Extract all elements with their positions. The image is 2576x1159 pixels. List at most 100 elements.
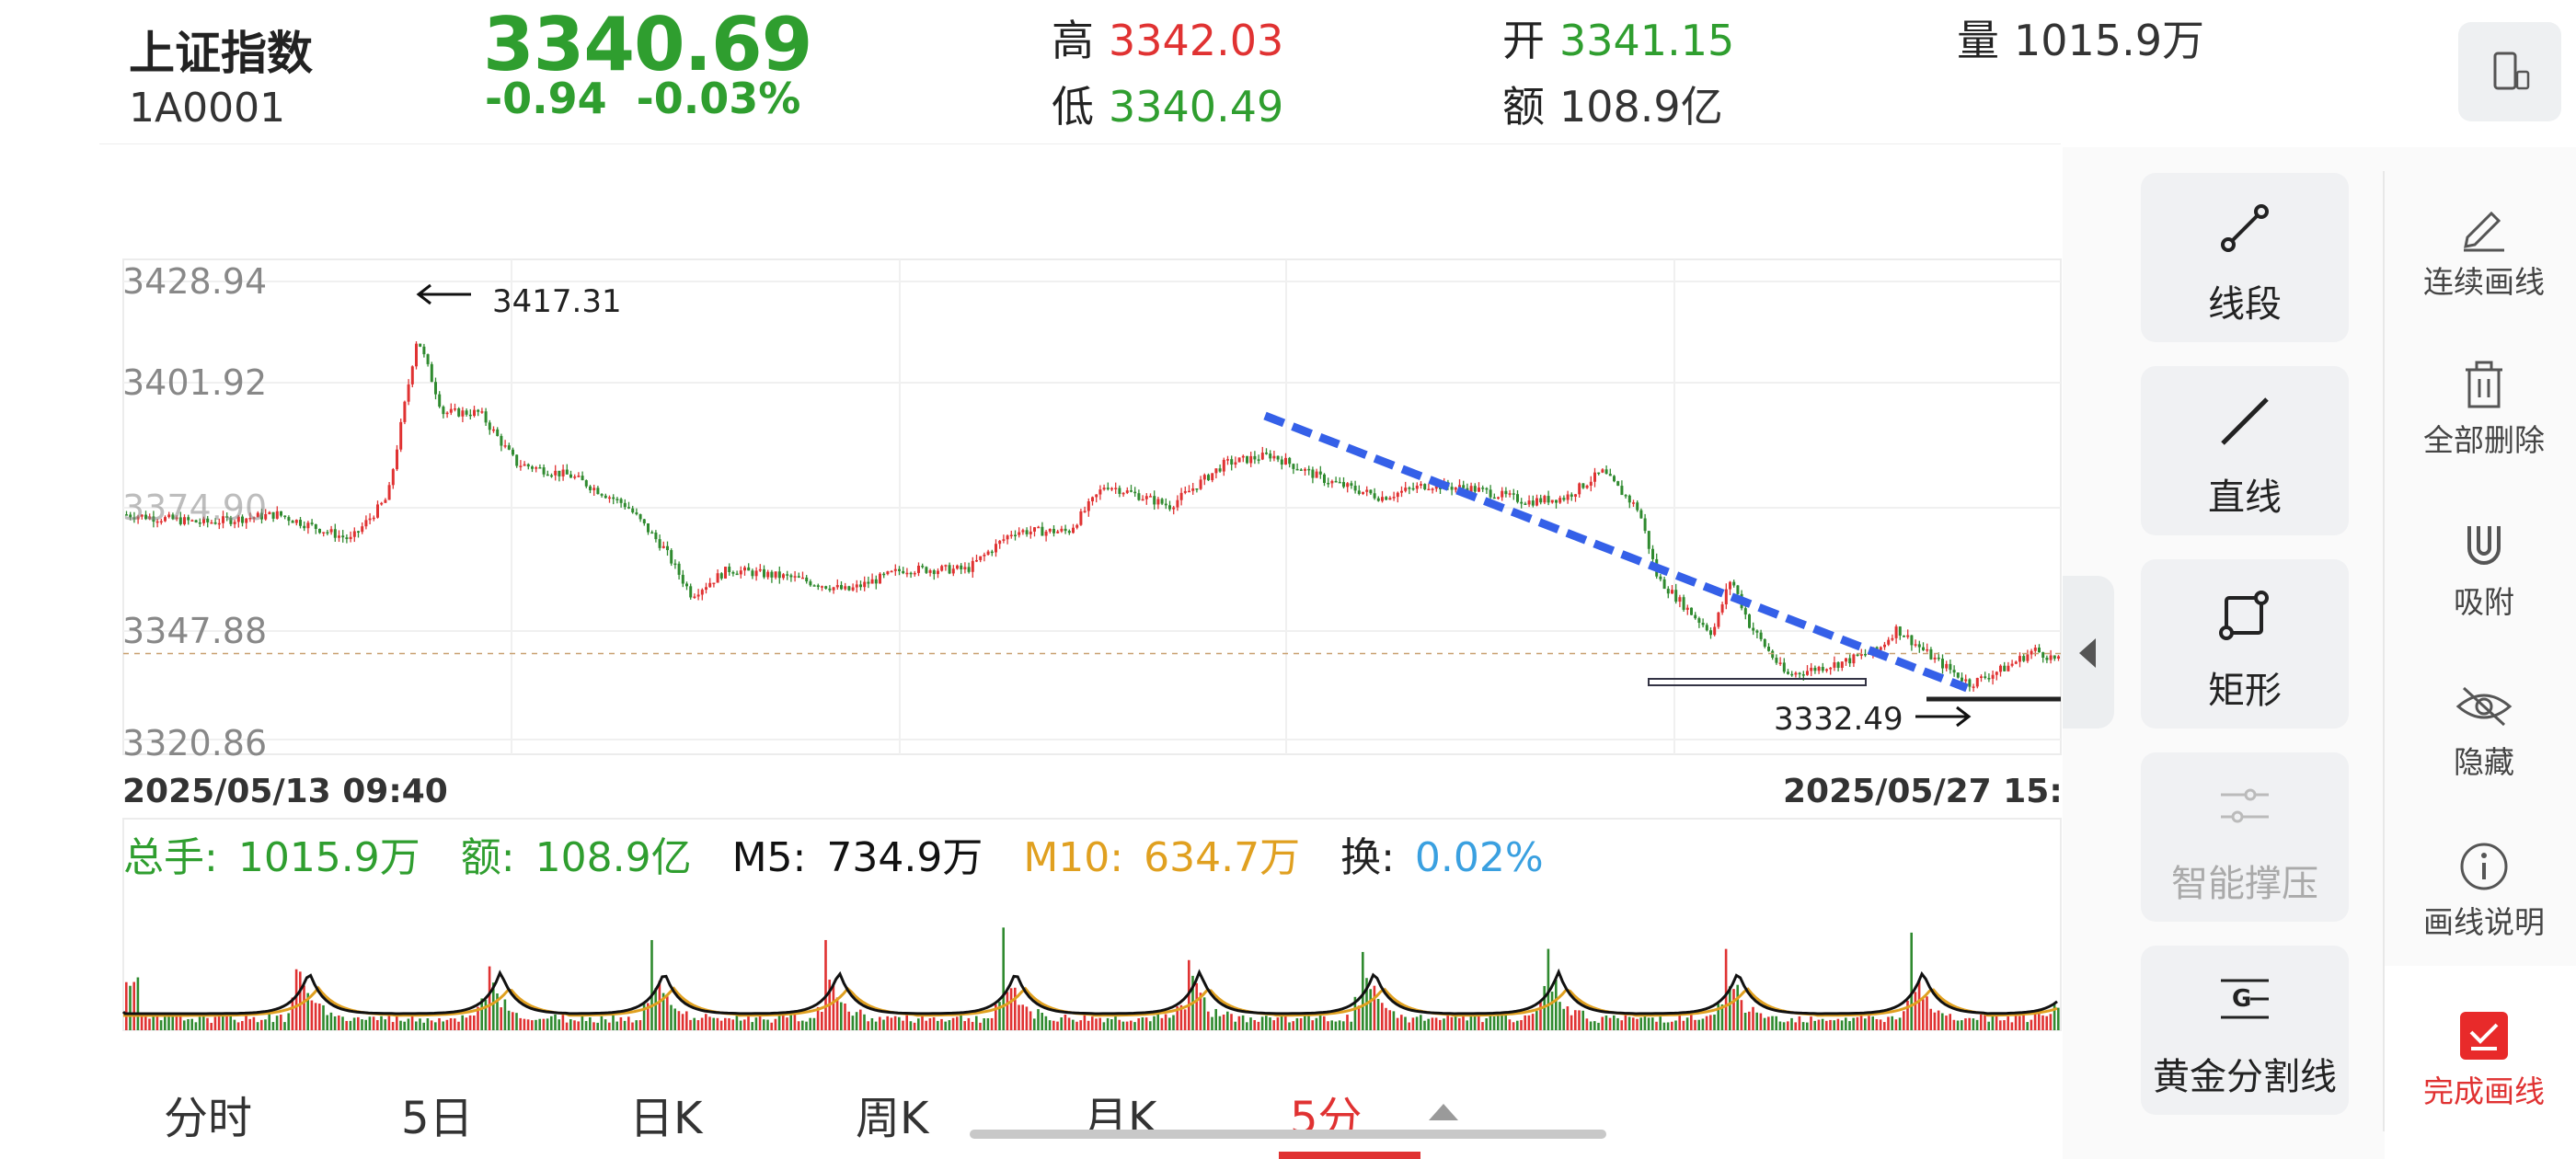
tab-daily-k[interactable]: 日K [629,1093,703,1144]
volume-bar [542,1018,546,1030]
action-info[interactable]: 画线说明 [2392,841,2576,942]
candle [1821,667,1824,671]
volume-bar [1327,1021,1329,1030]
candle [1064,528,1067,532]
tool-rectangle[interactable]: 矩形 [2141,559,2349,729]
volume-bar [689,1019,692,1030]
volume-bar [909,1021,913,1030]
volume-bar [2049,1014,2053,1030]
volume-bar [1593,1021,1596,1030]
volume-bar [1130,1020,1133,1030]
action-magnet[interactable]: 吸附 [2392,521,2576,622]
candle [569,474,572,478]
action-continuous-draw[interactable]: 连续画线 [2392,201,2576,302]
volume-bar [1396,1017,1399,1030]
tab-scrollbar[interactable] [970,1130,1606,1139]
candle [1968,679,1972,687]
volume-bar [1292,1021,1294,1030]
candle [438,394,442,407]
panel-collapse-button[interactable] [2063,576,2114,729]
volume-bar [1481,1022,1484,1030]
candle [229,517,233,524]
volume-bar [2010,1022,2014,1030]
volume-bar [1697,1019,1700,1030]
volume-bar [1604,1016,1608,1030]
action-label: 隐藏 [2454,744,2514,780]
candle [1524,503,1527,505]
tab-weekly-k[interactable]: 周K [856,1093,929,1144]
candle [1369,489,1373,494]
action-label: 完成画线 [2423,1073,2545,1109]
vol-amount: 额: 108.9亿 [460,834,692,881]
volume-bar [1558,1002,1561,1030]
volume-bar [2057,1007,2060,1030]
candle [754,570,758,577]
action-delete-all[interactable]: 全部删除 [2392,359,2576,460]
candle [333,529,337,538]
action-finish[interactable]: 完成画线 [2392,1010,2576,1111]
candle [1636,502,1639,511]
volume-bar [2033,1014,2037,1030]
volume-bar [1497,1015,1500,1030]
volume-bar [1995,1015,1998,1030]
info-icon [2460,843,2508,890]
volume-bar [1987,1021,1990,1030]
candle [1651,548,1654,559]
candle [689,586,693,598]
volume-bar [1044,1016,1048,1030]
tool-straight-line[interactable]: 直线 [2141,366,2349,535]
candle [287,517,291,522]
candle [1570,494,1573,497]
action-hide[interactable]: 隐藏 [2392,681,2576,782]
volume-bar [696,1020,700,1030]
candle [1647,531,1650,549]
low-value: 3340.49 [1109,82,1284,132]
volume-bar [874,1021,878,1030]
volume-bar [600,1016,604,1030]
volume-bar [449,1018,453,1030]
volume-bar [1492,1016,1496,1030]
volume-bar [724,1017,727,1030]
volume-bar [1627,1016,1631,1030]
volume-bar [1388,1010,1391,1030]
support-line-left[interactable] [1648,678,1867,686]
tool-label: 黄金分割线 [2153,1056,2337,1098]
volume-bar [1674,1020,1677,1030]
tab-5day[interactable]: 5日 [401,1093,474,1144]
volume-bar [705,1014,707,1030]
candle [1041,526,1044,536]
candle [608,497,611,499]
volume-bar [681,1014,684,1030]
volume-bar [1755,1012,1758,1030]
kline-chart[interactable] [0,0,2063,1049]
tab-expand-icon[interactable] [1429,1104,1458,1120]
candle [1411,488,1415,490]
candle [1249,455,1253,464]
candle [2033,648,2037,651]
candle [700,590,704,595]
volume-bar [592,1022,595,1030]
tab-intraday[interactable]: 分时 [164,1093,253,1144]
volume-bar [1295,1017,1299,1030]
golden-ratio-icon: G [2221,979,2269,1019]
volume-bar [1323,1016,1326,1030]
volume-bar [948,1020,951,1030]
trend-line[interactable] [1263,411,1969,693]
volume-bar [1260,1016,1264,1030]
volume-bar [1207,1011,1210,1030]
candle [2026,654,2030,661]
volume-bar [519,1017,522,1030]
orientation-button[interactable] [2458,22,2561,121]
candle [519,465,523,467]
volume-bar [1110,1019,1113,1030]
volume-bar [387,1015,391,1030]
volume-info: 总手: 1015.9万 额: 108.9亿 M5: 734.9万 M10: 634.7万 换: 0… [123,824,1584,883]
volume-bar [1362,951,1364,1030]
candle [735,573,739,576]
tool-golden-ratio[interactable]: G 黄金分割线 [2141,946,2349,1115]
volume-bar [1106,1017,1110,1030]
volume-bar [1516,1020,1519,1030]
candle [673,563,677,566]
tool-line-segment[interactable]: 线段 [2141,173,2349,342]
candle [1292,464,1295,469]
